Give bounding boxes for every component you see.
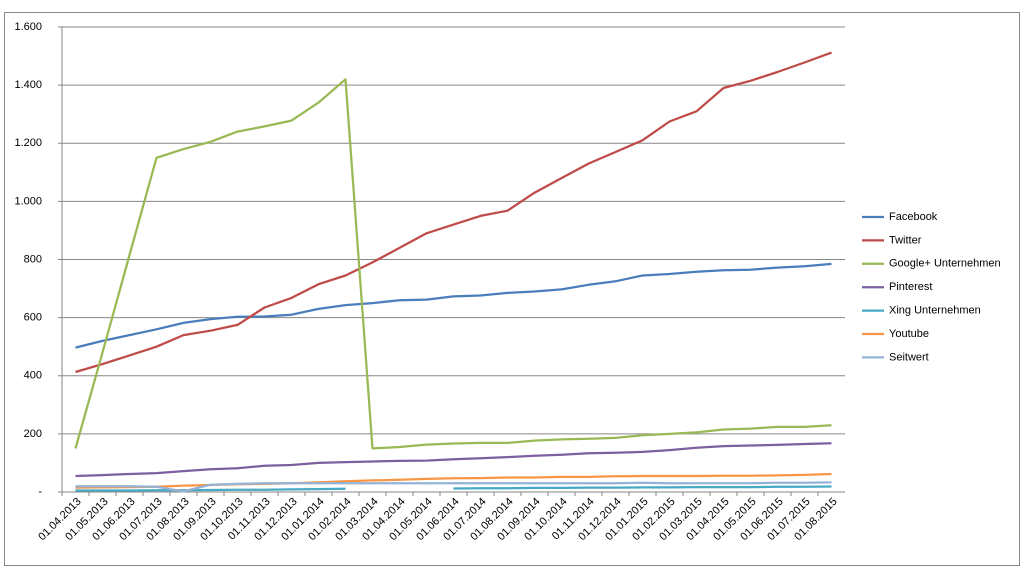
legend-label: Youtube xyxy=(889,328,929,340)
y-tick-label: 400 xyxy=(24,370,42,382)
legend-label: Xing Unternehmen xyxy=(889,305,981,317)
legend-label: Google+ Unternehmen xyxy=(889,258,1001,270)
legend-label: Twitter xyxy=(889,234,922,246)
chart-frame xyxy=(4,12,1020,566)
y-tick-label: 200 xyxy=(24,428,42,440)
y-tick-label: 1.000 xyxy=(14,195,42,207)
y-tick-label: 600 xyxy=(24,312,42,324)
series-line xyxy=(75,262,832,349)
y-tick-label: - xyxy=(38,486,42,498)
series-line xyxy=(75,442,832,478)
legend-label: Facebook xyxy=(889,211,938,223)
series-line xyxy=(75,472,832,489)
series-line xyxy=(74,78,832,450)
y-tick-label: 1.200 xyxy=(14,137,42,149)
series-line xyxy=(75,51,832,374)
series-line xyxy=(75,485,832,492)
legend-label: Pinterest xyxy=(889,281,932,293)
y-tick-label: 1.600 xyxy=(14,21,42,33)
y-tick-label: 800 xyxy=(24,253,42,265)
y-tick-label: 1.400 xyxy=(14,79,42,91)
legend-label: Seitwert xyxy=(889,351,929,363)
series-line xyxy=(75,481,832,493)
